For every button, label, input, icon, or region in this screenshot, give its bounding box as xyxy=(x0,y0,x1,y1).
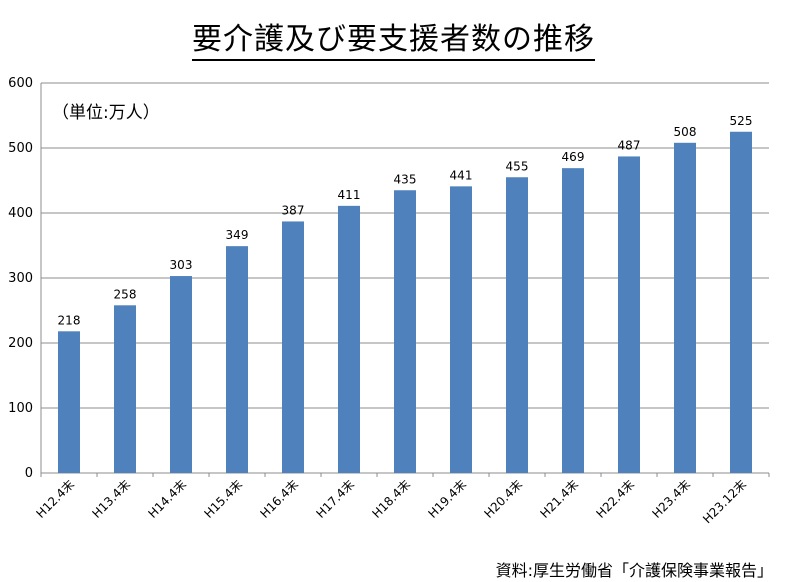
x-tick-label: H21.4末 xyxy=(537,477,581,521)
y-tick-label: 300 xyxy=(8,271,33,286)
bar xyxy=(58,331,80,473)
y-tick-label: 400 xyxy=(8,206,33,221)
bar xyxy=(282,221,304,473)
bar xyxy=(170,276,192,473)
x-tick-label: H20.4末 xyxy=(481,477,525,521)
x-tick-label: H17.4末 xyxy=(313,477,357,521)
bar xyxy=(506,177,528,473)
bar xyxy=(450,186,472,473)
bar xyxy=(562,168,584,473)
x-tick-label: H14.4末 xyxy=(145,477,189,521)
data-label: 303 xyxy=(170,258,193,272)
data-label: 349 xyxy=(226,228,249,242)
bar xyxy=(730,131,752,473)
data-label: 387 xyxy=(282,203,305,217)
bar xyxy=(394,190,416,473)
y-tick-label: 0 xyxy=(25,466,33,481)
data-label: 508 xyxy=(674,125,697,139)
x-tick-label: H22.4末 xyxy=(593,477,637,521)
data-label: 525 xyxy=(730,114,753,128)
unit-label: （単位:万人） xyxy=(52,103,160,123)
data-label: 258 xyxy=(114,287,137,301)
x-tick-label: H18.4末 xyxy=(369,477,413,521)
bar xyxy=(226,246,248,473)
bar xyxy=(338,205,360,473)
x-tick-label: H15.4末 xyxy=(201,477,245,521)
x-tick-label: H23.4末 xyxy=(649,477,693,521)
x-tick-label: H16.4末 xyxy=(257,477,301,521)
bar xyxy=(618,156,640,473)
y-tick-label: 500 xyxy=(8,141,33,156)
data-label: 469 xyxy=(562,150,585,164)
data-label: 455 xyxy=(506,159,529,173)
source-note: 資料:厚生労働省「介護保険事業報告」 xyxy=(495,561,773,580)
x-tick-label: H12.4末 xyxy=(33,477,77,521)
y-tick-label: 600 xyxy=(8,76,33,91)
x-tick-label: H19.4末 xyxy=(425,477,469,521)
bar xyxy=(114,305,136,473)
data-label: 411 xyxy=(338,188,361,202)
y-tick-label: 100 xyxy=(8,401,33,416)
bar xyxy=(674,142,696,474)
data-label: 218 xyxy=(58,313,81,327)
y-tick-label: 200 xyxy=(8,336,33,351)
data-label: 487 xyxy=(618,138,641,152)
x-tick-label: H13.4末 xyxy=(89,477,133,521)
data-label: 435 xyxy=(394,172,417,186)
data-label: 441 xyxy=(450,168,473,182)
x-tick-label: H23.12末 xyxy=(700,477,749,526)
chart-title: 要介護及び要支援者数の推移 xyxy=(0,14,787,61)
